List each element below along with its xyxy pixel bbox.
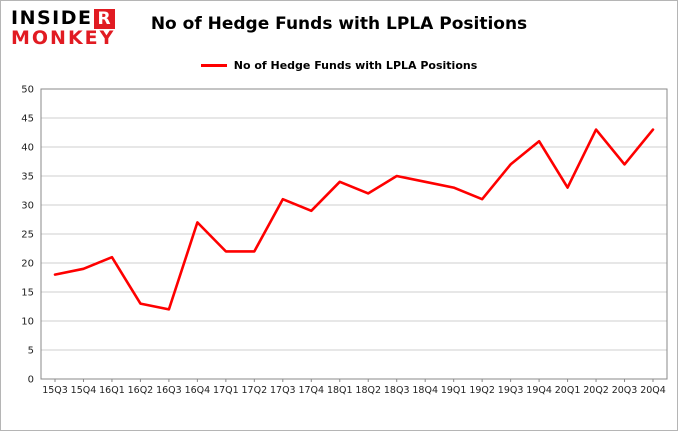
- x-tick-label: 18Q3: [384, 385, 410, 396]
- y-tick-label: 50: [21, 85, 34, 96]
- x-tick-label: 19Q1: [441, 385, 467, 396]
- x-tick-label: 20Q2: [583, 385, 609, 396]
- x-tick-label: 19Q3: [498, 385, 524, 396]
- x-tick-label: 18Q2: [355, 385, 381, 396]
- x-tick-label: 19Q2: [469, 385, 495, 396]
- x-tick-label: 17Q2: [242, 385, 268, 396]
- x-tick-label: 17Q4: [298, 385, 324, 396]
- y-tick-label: 0: [28, 375, 34, 386]
- legend-line-swatch: [200, 64, 227, 67]
- legend: No of Hedge Funds with LPLA Positions: [1, 59, 677, 72]
- plot-border: [40, 88, 668, 380]
- x-tick-label: 19Q4: [526, 385, 552, 396]
- y-tick-label: 30: [21, 201, 34, 212]
- insider-monkey-logo: INSIDE R MONKEY: [11, 7, 116, 49]
- x-tick-label: 16Q2: [128, 385, 154, 396]
- y-tick-label: 15: [21, 288, 34, 299]
- x-tick-label: 15Q4: [71, 385, 97, 396]
- x-tick-label: 17Q3: [270, 385, 296, 396]
- y-tick-label: 5: [28, 346, 34, 357]
- chart-title: No of Hedge Funds with LPLA Positions: [150, 14, 528, 34]
- x-tick-label: 16Q1: [99, 385, 125, 396]
- x-tick-label: 16Q4: [185, 385, 211, 396]
- x-tick-label: 20Q1: [555, 385, 581, 396]
- series-line-lpla: [53, 128, 655, 311]
- logo-text-monkey: MONKEY: [11, 27, 116, 49]
- line-chart: 0 5 10 15 20 25 30 35 40 45 50 15Q3 15Q4 16Q1 16Q2 16Q3…: [21, 85, 668, 396]
- y-tick-label: 25: [21, 230, 34, 241]
- y-tick-label: 35: [21, 172, 34, 183]
- x-tick-label: 18Q1: [327, 385, 353, 396]
- y-tick-label: 10: [21, 317, 34, 328]
- x-tick-label: 20Q4: [640, 385, 666, 396]
- logo-text-inside: INSIDE: [11, 7, 93, 30]
- x-tick-label: 15Q3: [42, 385, 68, 396]
- x-tick-label: 20Q3: [612, 385, 638, 396]
- y-tick-label: 40: [21, 143, 34, 154]
- y-tick-label: 20: [21, 259, 34, 270]
- y-tick-label: 45: [21, 114, 34, 125]
- x-tick-label: 18Q4: [412, 385, 438, 396]
- legend-label: No of Hedge Funds with LPLA Positions: [233, 59, 478, 72]
- x-tick-label: 16Q3: [156, 385, 182, 396]
- logo-line-insider: INSIDE R: [11, 7, 116, 30]
- logo-accent-r: R: [94, 9, 116, 29]
- x-tick-label: 17Q1: [213, 385, 239, 396]
